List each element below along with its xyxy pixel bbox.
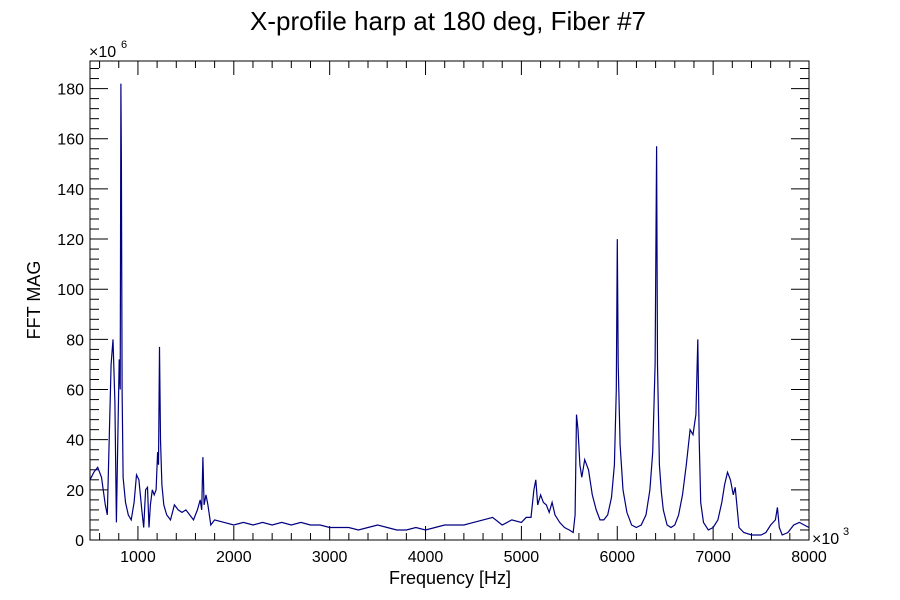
y-multiplier-base: ×10 xyxy=(89,44,116,61)
y-multiplier: ×10 6 xyxy=(89,39,127,61)
y-tick-label: 160 xyxy=(57,132,84,149)
x-axis-label: Frequency [Hz] xyxy=(389,568,511,588)
chart-title: X-profile harp at 180 deg, Fiber #7 xyxy=(250,6,646,36)
y-tick-label: 140 xyxy=(57,182,84,199)
series-group xyxy=(89,83,810,536)
y-tick-label: 180 xyxy=(57,82,84,99)
x-multiplier-base: ×10 xyxy=(812,531,839,548)
plot-frame xyxy=(89,60,810,541)
x-multiplier-exponent: 3 xyxy=(843,526,849,538)
x-tick-labels: 1000 2000 3000 4000 5000 6000 7000 8000 xyxy=(120,549,827,566)
y-tick-label: 60 xyxy=(66,383,84,400)
x-tick-label: 6000 xyxy=(599,549,635,566)
y-tick-label: 80 xyxy=(66,332,84,349)
x-tick-label: 3000 xyxy=(312,549,348,566)
y-tick-label: 100 xyxy=(57,282,84,299)
x-tick-label: 8000 xyxy=(791,549,827,566)
axis-ticks xyxy=(90,61,810,541)
y-tick-label: 40 xyxy=(66,433,84,450)
x-tick-label: 1000 xyxy=(120,549,156,566)
x-tick-label: 7000 xyxy=(695,549,731,566)
x-tick-label: 5000 xyxy=(504,549,540,566)
x-multiplier: ×10 3 xyxy=(812,526,849,548)
y-multiplier-exponent: 6 xyxy=(121,39,127,51)
y-tick-label: 120 xyxy=(57,232,84,249)
x-tick-label: 4000 xyxy=(408,549,444,566)
y-tick-label: 20 xyxy=(66,483,84,500)
y-tick-labels: 0 20 40 60 80 100 120 140 160 180 xyxy=(57,82,84,550)
x-tick-label: 2000 xyxy=(216,549,252,566)
spectrum-line xyxy=(89,83,810,536)
y-tick-label: 0 xyxy=(75,533,84,550)
y-axis-label: FFT MAG xyxy=(24,261,44,340)
